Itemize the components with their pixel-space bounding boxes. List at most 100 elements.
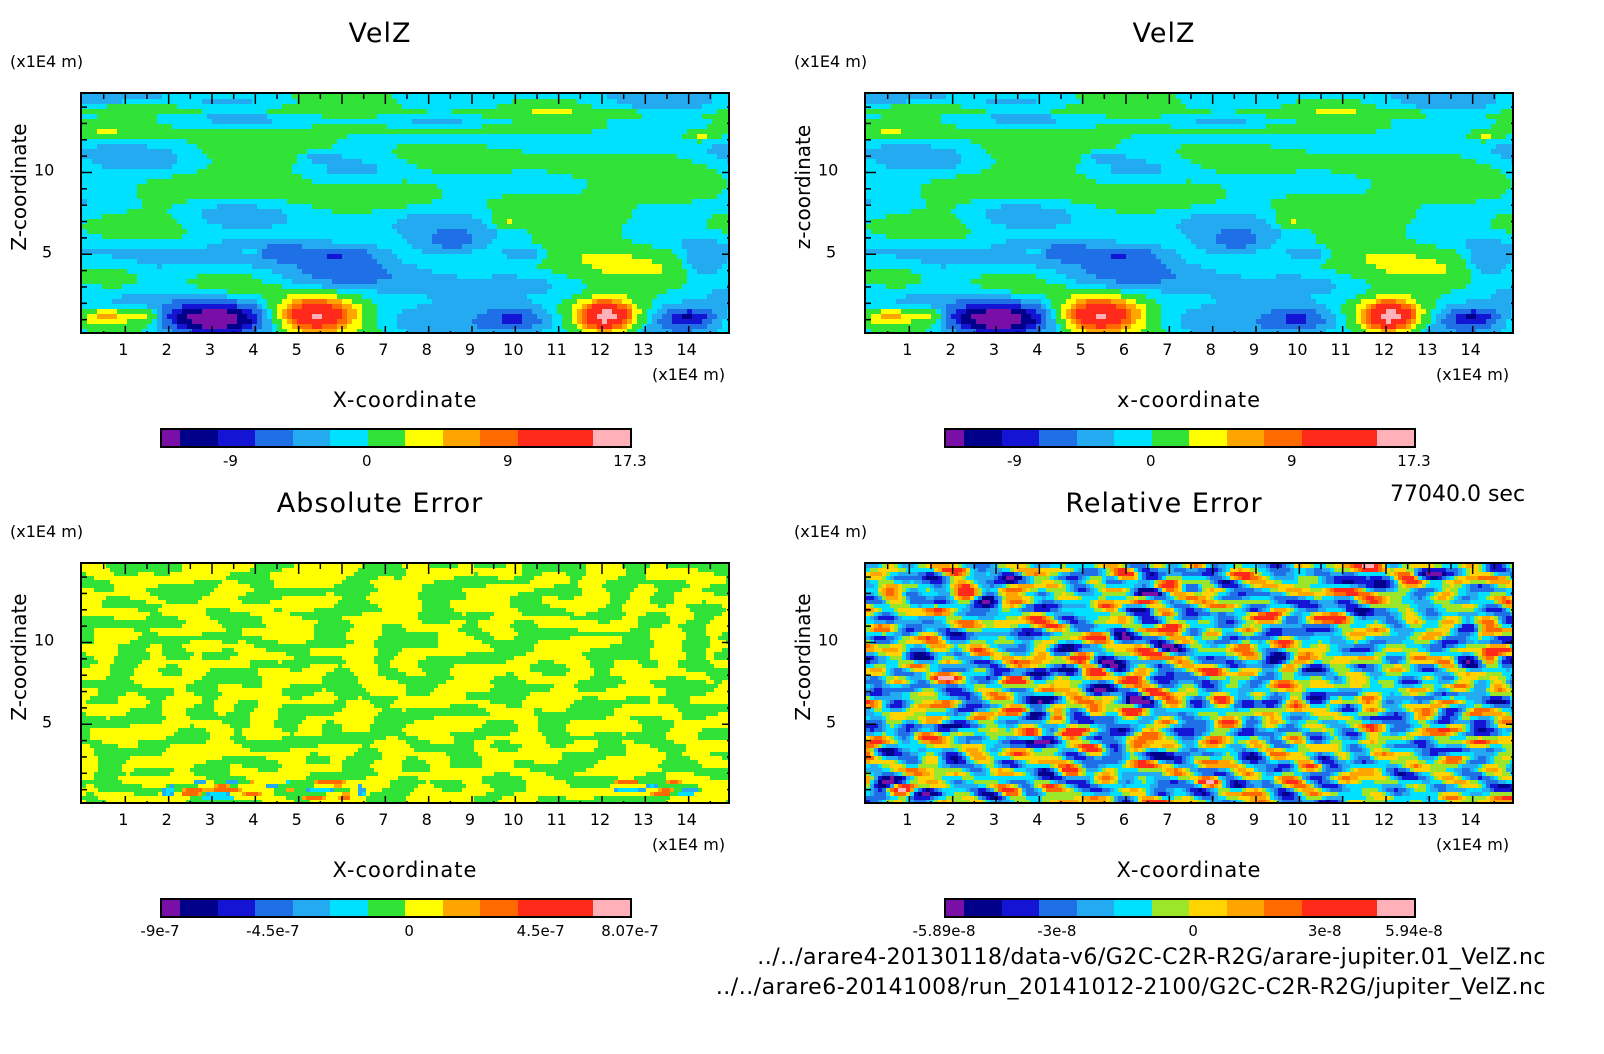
colorbar-label: 9 [503,452,513,470]
y-tick-label: 5 [826,713,836,732]
panel-velz-right: VelZ (x1E4 m) z-coordinate (x1E4 m) x-co… [784,0,1544,470]
colorbar-swatch [964,430,1002,446]
colorbar-swatch [1264,900,1302,916]
colorbar-swatch [255,900,293,916]
colorbar-swatch [555,900,593,916]
time-label: 77040.0 sec [1390,482,1525,507]
colorbar-swatch [1076,430,1114,446]
colorbar-label: 17.3 [613,452,646,470]
x-tick-label: 12 [1374,340,1394,359]
file-path-2: ../../arare6-20141008/run_20141012-2100/… [716,975,1546,1000]
colorbar-swatch [367,900,405,916]
colorbar-swatch [1114,430,1152,446]
x-axis-label: X-coordinate [80,858,730,882]
x-tick-label: 11 [546,810,566,829]
field-raster [866,94,1512,332]
colorbar-swatch [1001,900,1039,916]
tick-marks [82,564,728,802]
x-tick-label: 12 [1374,810,1394,829]
x-scale-label: (x1E4 m) [652,835,725,854]
x-tick-label: 11 [546,340,566,359]
colorbar-label: -9 [1007,452,1022,470]
colorbar [944,428,1416,448]
x-tick-label: 2 [946,810,956,829]
colorbar-swatch [1189,900,1227,916]
colorbar-label: -3e-8 [1037,922,1076,940]
colorbar-swatch [162,900,180,916]
contour-plot [80,562,730,804]
colorbar-swatch [517,900,555,916]
colorbar-swatch [480,900,518,916]
y-axis-label: Z-coordinate [7,582,31,732]
colorbar-label: 0 [1188,922,1198,940]
tick-marks [82,94,728,332]
colorbar-label: 5.94e-8 [1385,922,1443,940]
x-scale-label: (x1E4 m) [1436,365,1509,384]
y-scale-label: (x1E4 m) [794,52,867,71]
colorbar-swatch [1039,430,1077,446]
x-axis-label: X-coordinate [864,858,1514,882]
colorbar-label: 0 [404,922,414,940]
x-tick-label: 9 [1249,810,1259,829]
x-axis-label: X-coordinate [80,388,730,412]
colorbar-swatch [1264,430,1302,446]
x-tick-label: 11 [1330,340,1350,359]
colorbar-label: 4.5e-7 [517,922,565,940]
panel-velz-left: VelZ (x1E4 m) Z-coordinate (x1E4 m) X-co… [0,0,760,470]
contour-plot [80,92,730,334]
colorbar-swatch [180,430,218,446]
colorbar-label: 0 [362,452,372,470]
y-tick-label: 5 [42,243,52,262]
colorbar-label: 3e-8 [1308,922,1342,940]
y-tick-label: 5 [42,713,52,732]
x-tick-label: 7 [1162,340,1172,359]
x-tick-label: 14 [1460,810,1480,829]
x-tick-label: 11 [1330,810,1350,829]
y-tick-label: 10 [34,631,54,650]
field-raster [82,94,728,332]
contour-plot [864,562,1514,804]
colorbar-swatch [1226,430,1264,446]
y-tick-label: 10 [818,631,838,650]
y-axis-label: Z-coordinate [791,582,815,732]
colorbar-swatch [946,430,964,446]
colorbar-swatch [1339,900,1377,916]
x-tick-label: 5 [1076,810,1086,829]
colorbar-swatch [1076,900,1114,916]
panel-relative-error: Relative Error (x1E4 m) Z-coordinate (x1… [784,470,1544,940]
x-tick-label: 5 [292,810,302,829]
x-scale-label: (x1E4 m) [1436,835,1509,854]
colorbar-swatch [330,430,368,446]
colorbar-swatch [217,430,255,446]
y-scale-label: (x1E4 m) [10,52,83,71]
colorbar-label: 17.3 [1397,452,1430,470]
x-tick-label: 3 [989,340,999,359]
colorbar-swatch [330,900,368,916]
x-tick-label: 13 [633,810,653,829]
colorbar-swatch [1001,430,1039,446]
x-tick-label: 6 [335,810,345,829]
colorbar-swatch [964,900,1002,916]
x-tick-label: 1 [902,340,912,359]
colorbar-swatch [180,900,218,916]
x-tick-label: 5 [292,340,302,359]
x-tick-label: 4 [248,340,258,359]
file-path-1: ../../arare4-20130118/data-v6/G2C-C2R-R2… [757,945,1546,970]
panel-title: Relative Error [784,488,1544,519]
x-scale-label: (x1E4 m) [652,365,725,384]
y-tick-label: 10 [34,161,54,180]
x-tick-label: 13 [633,340,653,359]
x-tick-label: 10 [503,810,523,829]
x-tick-label: 14 [676,810,696,829]
tick-marks [866,94,1512,332]
colorbar-label: -5.89e-8 [913,922,976,940]
x-tick-label: 12 [590,340,610,359]
colorbar-label: -9e-7 [140,922,179,940]
x-tick-label: 7 [1162,810,1172,829]
colorbar-swatch [405,900,443,916]
colorbar-swatch [592,430,630,446]
x-tick-label: 13 [1417,810,1437,829]
x-tick-label: 13 [1417,340,1437,359]
colorbar-label: -9 [223,452,238,470]
colorbar-label: 9 [1287,452,1297,470]
